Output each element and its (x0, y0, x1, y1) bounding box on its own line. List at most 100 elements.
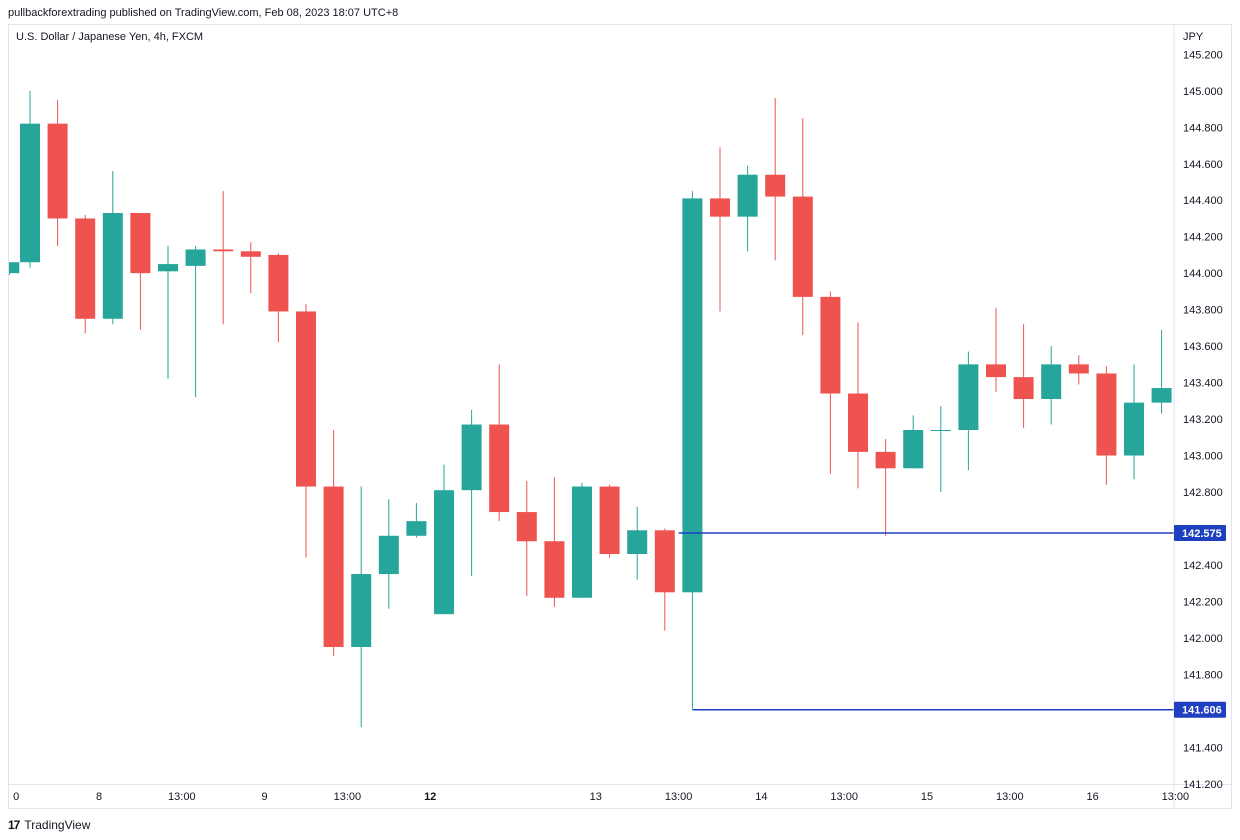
price-tick-label: 143.800 (1183, 305, 1223, 317)
candle-body (1068, 364, 1089, 374)
candle-body (848, 393, 868, 452)
candle (1013, 324, 1034, 429)
candle (792, 118, 813, 336)
price-tick-label: 144.200 (1183, 232, 1223, 244)
candle (102, 171, 123, 325)
price-level-label: 141.606 (1182, 705, 1222, 717)
candle-body (47, 123, 68, 219)
time-tick-label: 13:00 (996, 791, 1024, 803)
candle-body (930, 430, 951, 431)
price-tick-label: 144.800 (1183, 122, 1223, 134)
candle-body (958, 364, 979, 430)
candle-body (75, 218, 96, 319)
candle (765, 98, 786, 261)
candle-body (323, 486, 344, 647)
candle (240, 242, 261, 294)
candle (158, 245, 178, 379)
candle-body (544, 541, 565, 598)
candle-body (461, 424, 482, 491)
candle-body (406, 521, 427, 536)
candle (489, 364, 510, 522)
candle (213, 191, 234, 325)
time-tick-label: 16 (1086, 791, 1098, 803)
price-tick-label: 141.200 (1183, 779, 1223, 791)
candle-body (9, 262, 20, 274)
currency-label: JPY (1183, 31, 1204, 43)
price-tick-label: 144.400 (1183, 195, 1223, 207)
price-tick-label: 141.800 (1183, 669, 1223, 681)
candle-body (1096, 373, 1117, 456)
price-tick-label: 143.200 (1183, 414, 1223, 426)
time-tick-label: 13:00 (334, 791, 362, 803)
candle (875, 439, 896, 536)
candle-body (240, 251, 261, 257)
symbol-title: U.S. Dollar / Japanese Yen, 4h, FXCM (16, 31, 204, 43)
price-tick-label: 144.000 (1183, 268, 1223, 280)
candle-body (765, 174, 786, 197)
price-tick-label: 145.200 (1183, 49, 1223, 61)
candle (627, 506, 648, 580)
price-tick-label: 143.400 (1183, 378, 1223, 390)
candle-body (875, 451, 896, 469)
candle (572, 482, 592, 598)
candle-body (130, 213, 151, 274)
candle-body (1124, 402, 1144, 456)
candle (461, 409, 482, 576)
candle-body (434, 490, 454, 615)
time-tick-label: 13:00 (830, 791, 858, 803)
candle-body (268, 254, 289, 312)
candle (323, 430, 344, 657)
candle-body (599, 486, 620, 554)
candle (75, 214, 96, 334)
candle-body (102, 213, 123, 319)
candle (268, 253, 289, 343)
candle-body (185, 249, 206, 266)
time-tick-label: 9 (262, 791, 268, 803)
candle-body (682, 198, 703, 593)
candle (986, 307, 1006, 392)
price-tick-label: 143.600 (1183, 341, 1223, 353)
chart-frame (8, 24, 1232, 809)
candle-body (792, 196, 813, 297)
candle (20, 90, 40, 268)
candle (434, 464, 454, 615)
candle-body (986, 364, 1006, 378)
candle-body (158, 264, 178, 272)
candle (296, 304, 316, 558)
candle (185, 245, 206, 398)
candle-edge (9, 262, 20, 275)
publication-header: pullbackforextrading published on Tradin… (8, 7, 399, 19)
price-level-label: 142.575 (1182, 528, 1222, 540)
candle (1096, 366, 1117, 485)
candle-body (213, 249, 234, 252)
time-tick-label: 13:00 (665, 791, 693, 803)
candle (351, 486, 372, 728)
time-tick-label: 13 (590, 791, 602, 803)
time-tick-label: 13:00 (1162, 791, 1190, 803)
candle-body (1041, 364, 1062, 399)
brand-name: TradingView (24, 818, 91, 832)
candle (130, 213, 151, 330)
candle-body (378, 535, 399, 575)
candle (710, 147, 730, 312)
time-tick-label: 12 (424, 791, 436, 803)
price-tick-label: 142.200 (1183, 596, 1223, 608)
price-tick-label: 143.000 (1183, 451, 1223, 463)
price-tick-label: 142.000 (1183, 633, 1223, 645)
time-tick-label: 8 (96, 791, 102, 803)
candle (848, 322, 868, 489)
candle-body (489, 424, 510, 513)
candle (930, 406, 951, 492)
price-tick-label: 142.400 (1183, 560, 1223, 572)
price-tick-label: 142.800 (1183, 487, 1223, 499)
candle (1068, 355, 1089, 385)
candle (378, 499, 399, 609)
candle-body (1151, 388, 1172, 403)
time-tick-label: 13:00 (168, 791, 196, 803)
candle (903, 415, 924, 469)
tradingview-logo-icon[interactable]: 17 (8, 818, 20, 832)
candle (544, 477, 565, 607)
candle-body (296, 311, 316, 487)
candle-body (1013, 377, 1034, 399)
